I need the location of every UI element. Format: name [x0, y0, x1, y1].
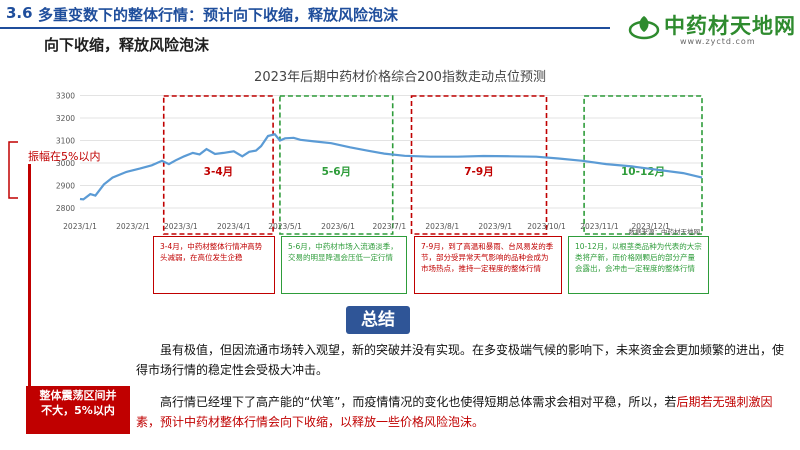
- gridlines: [80, 95, 702, 209]
- range-bracket-icon: [8, 141, 18, 199]
- x-tick-label: 2023/3/1: [164, 222, 198, 231]
- amplitude-label: 振幅在5%以内: [28, 150, 101, 163]
- x-tick-label: 2023/6/1: [321, 222, 355, 231]
- note-mar-apr: 3-4月，中药材整体行情冲高势头减弱，在高位发生企稳: [153, 236, 275, 294]
- chart-title: 2023年后期中药材价格综合200指数走动点位预测: [254, 70, 546, 85]
- y-tick-label: 2800: [56, 204, 75, 213]
- x-tick-label: 2023/4/1: [217, 222, 251, 231]
- note-jul-sep: 7-9月，到了高温和暴雨、台风易发的季节，部分受异常天气影响的品种会成为市场热点…: [414, 236, 562, 294]
- x-tick-label: 2023/1/1: [63, 222, 97, 231]
- x-tick-label: 2023/5/1: [268, 222, 302, 231]
- index-series-line: [79, 132, 703, 201]
- logo-text: 中药材天地网: [664, 14, 796, 38]
- range-callout-line2: 不大，5%以内: [41, 404, 115, 417]
- range-callout-line1: 整体震荡区间并: [39, 389, 117, 402]
- x-tick-label: 2023/2/1: [116, 222, 150, 231]
- note-oct-dec: 10-12月，以根茎类品种为代表的大宗类将产新，而价格刚颗后的部分产量会露出，会…: [568, 236, 709, 294]
- y-tick-label: 2900: [56, 182, 75, 191]
- x-tick-label: 2023/11/1: [580, 222, 619, 231]
- data-source-note: 数据来源：中药材天地网: [629, 227, 701, 236]
- summary-paragraph-2-text: 高行情已经埋下了高产能的“伏笔”，而疫情情况的变化也使得短期总体需求会相对平稳，…: [160, 395, 677, 409]
- x-tick-label: 2023/12/1: [632, 222, 671, 231]
- range-callout-box: 整体震荡区间并 不大，5%以内: [26, 386, 130, 434]
- note-may-jun: 5-6月，中药材市场入流通淡季，交易的明显降温会压低一定行情: [281, 236, 407, 294]
- leaf-logo-icon: [628, 16, 660, 40]
- period-box: [279, 95, 394, 235]
- x-tick-label: 2023/8/1: [425, 222, 459, 231]
- summary-paragraph-2: 高行情已经埋下了高产能的“伏笔”，而疫情情况的变化也使得短期总体需求会相对平稳，…: [136, 392, 786, 432]
- section-number: 3.6: [6, 4, 33, 22]
- summary-paragraph-1: 虽有极值，但因流通市场转入观望，新的突破并没有实现。在多变极端气候的影响下，未来…: [136, 343, 785, 377]
- title-underline: [0, 27, 610, 29]
- y-tick-label: 3300: [56, 92, 75, 101]
- period-label: 7-9月: [464, 166, 493, 178]
- period-box: [410, 95, 548, 235]
- period-label: 5-6月: [322, 166, 351, 178]
- x-tick-label: 2023/10/1: [527, 222, 566, 231]
- period-box: [583, 95, 703, 235]
- page-subtitle: 向下收缩，释放风险泡沫: [44, 36, 210, 54]
- x-tick-label: 2023/9/1: [478, 222, 512, 231]
- left-accent-bar: [28, 164, 31, 390]
- x-tick-label: 2023/7/1: [372, 222, 406, 231]
- period-box: [162, 95, 274, 235]
- section-title: 多重变数下的整体行情：预计向下收缩，释放风险泡沫: [38, 6, 399, 24]
- logo-url: www.zyctd.com: [680, 37, 756, 46]
- summary-heading: 总结: [346, 306, 410, 334]
- summary-highlight-text: 后期若无强刺激因素，预计中药材整体行情会向下收缩，以释放一些价格风险泡沫。: [136, 395, 773, 429]
- brand-logo: 中药材天地网 www.zyctd.com: [628, 8, 798, 52]
- period-label: 3-4月: [204, 166, 233, 178]
- y-tick-label: 3100: [56, 137, 75, 146]
- y-tick-label: 3000: [56, 159, 75, 168]
- axes: 2800 2900 3000 3100 3200 3300 2023/1/1 2023/2/1…: [56, 92, 670, 232]
- y-tick-label: 3200: [56, 114, 75, 123]
